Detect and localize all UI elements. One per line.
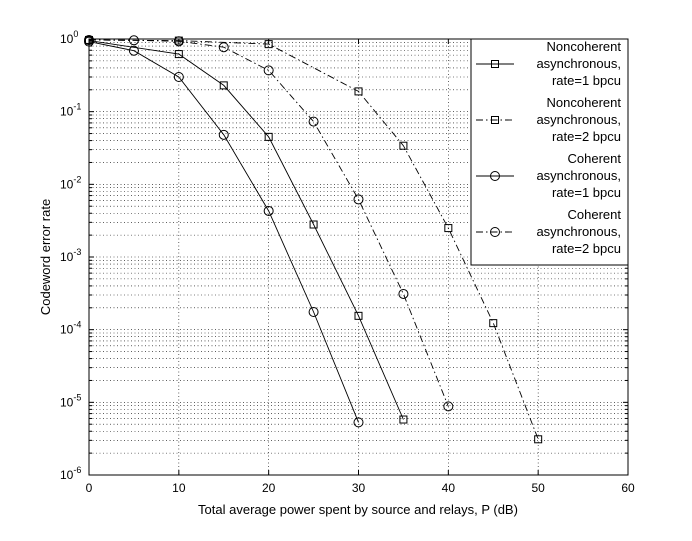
x-tick-label: 40 bbox=[442, 481, 456, 495]
legend-label: rate=2 bpcu bbox=[552, 241, 621, 256]
legend-entry-3: Coherent asynchronous, rate=1 bpcu bbox=[476, 151, 621, 200]
legend-entry-2: Noncoherent asynchronous, rate=2 bpcu bbox=[476, 95, 621, 144]
y-axis-ticks: 100 10-1 10-2 10-3 10-4 10-5 10-6 bbox=[60, 29, 81, 482]
data-point-square bbox=[399, 141, 408, 150]
data-point-square bbox=[399, 415, 408, 424]
series-line bbox=[88, 39, 449, 407]
series-line bbox=[88, 39, 539, 440]
legend-label: asynchronous, bbox=[536, 224, 621, 239]
x-tick-label: 20 bbox=[262, 481, 276, 495]
series-line bbox=[88, 40, 404, 420]
series-lines bbox=[84, 34, 543, 444]
legend-label: rate=1 bpcu bbox=[552, 73, 621, 88]
data-point-square bbox=[491, 60, 499, 68]
data-point-circle bbox=[173, 36, 184, 47]
data-point-circle bbox=[173, 71, 184, 82]
x-axis-ticks: 0 10 20 30 40 50 60 bbox=[86, 481, 635, 495]
data-point-square bbox=[489, 319, 498, 328]
data-point-circle bbox=[218, 129, 229, 140]
data-point-circle bbox=[128, 45, 139, 56]
y-tick-label: 10-2 bbox=[60, 174, 81, 191]
data-point-square bbox=[354, 311, 363, 320]
data-point-square bbox=[534, 435, 543, 444]
y-tick-label: 10-5 bbox=[60, 392, 81, 409]
legend-label: asynchronous, bbox=[536, 56, 621, 71]
x-tick-label: 0 bbox=[86, 481, 93, 495]
x-tick-label: 10 bbox=[172, 481, 186, 495]
data-point-circle bbox=[128, 35, 139, 46]
legend-box bbox=[470, 38, 629, 266]
data-point-square bbox=[174, 50, 183, 59]
data-point-square bbox=[444, 224, 453, 233]
legend-label: Noncoherent bbox=[547, 39, 622, 54]
series-2 bbox=[85, 35, 543, 444]
legend-label: rate=2 bpcu bbox=[552, 129, 621, 144]
x-tick-label: 60 bbox=[621, 481, 635, 495]
series-4 bbox=[84, 34, 454, 412]
legend-label: Coherent bbox=[568, 207, 622, 222]
legend-label: asynchronous, bbox=[536, 168, 621, 183]
x-tick-label: 50 bbox=[531, 481, 545, 495]
data-point-circle bbox=[443, 401, 454, 412]
legend-label: asynchronous, bbox=[536, 112, 621, 127]
data-point-circle bbox=[263, 65, 274, 76]
data-point-square bbox=[491, 116, 499, 124]
data-point-circle bbox=[490, 171, 500, 181]
y-tick-label: 10-4 bbox=[60, 320, 81, 337]
data-point-circle bbox=[308, 307, 319, 318]
data-point-circle bbox=[353, 194, 364, 205]
data-point-square bbox=[219, 81, 228, 90]
legend-entry-4: Coherent asynchronous, rate=2 bpcu bbox=[476, 207, 621, 256]
legend-entry-1: Noncoherent asynchronous, rate=1 bpcu bbox=[476, 39, 621, 88]
data-point-circle bbox=[218, 42, 229, 53]
data-point-circle bbox=[398, 288, 409, 299]
legend-label: rate=1 bpcu bbox=[552, 185, 621, 200]
data-point-circle bbox=[490, 227, 500, 237]
data-point-circle bbox=[308, 116, 319, 127]
y-tick-label: 10-6 bbox=[60, 465, 81, 482]
data-point-square bbox=[264, 132, 273, 141]
data-point-circle bbox=[353, 417, 364, 428]
data-point-square bbox=[354, 87, 363, 96]
data-point-square bbox=[309, 220, 318, 229]
y-axis-label: Codeword error rate bbox=[38, 199, 53, 315]
legend-label: Coherent bbox=[568, 151, 622, 166]
y-tick-label: 10-3 bbox=[60, 247, 81, 264]
y-tick-label: 10-1 bbox=[60, 102, 81, 119]
grid-lines bbox=[89, 39, 628, 475]
series-3 bbox=[84, 36, 364, 428]
x-tick-label: 30 bbox=[352, 481, 366, 495]
x-axis-label: Total average power spent by source and … bbox=[198, 502, 518, 517]
legend-label: Noncoherent bbox=[547, 95, 622, 110]
data-point-circle bbox=[263, 205, 274, 216]
series-line bbox=[88, 41, 359, 423]
y-tick-label: 100 bbox=[60, 29, 78, 46]
